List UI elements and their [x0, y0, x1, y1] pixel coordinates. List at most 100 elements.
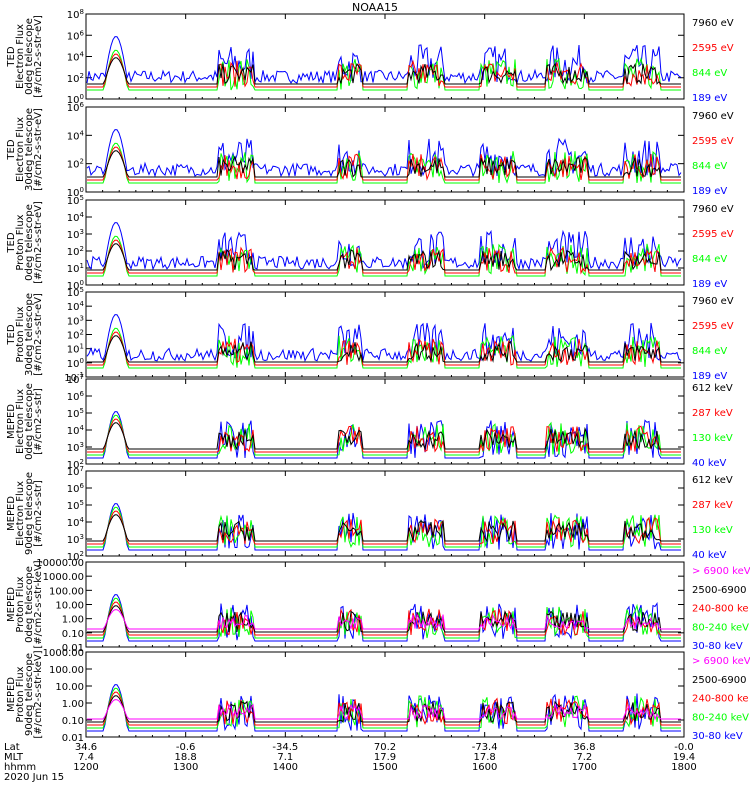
- legend-entry: 189 eV: [692, 93, 727, 104]
- legend-entry: 287 keV: [692, 500, 733, 511]
- y-tick-label: 10-1: [64, 371, 84, 384]
- panel-frame: [85, 470, 685, 557]
- legend-entry: > 6900 keV: [692, 566, 750, 577]
- legend-entry: 189 eV: [692, 279, 727, 290]
- legend-entry: 130 keV: [692, 525, 733, 536]
- legend-entry: 80-240 keV: [692, 622, 749, 633]
- y-tick-label: 102: [67, 550, 84, 563]
- x-tick-label: 1400: [273, 762, 298, 773]
- series-trace-blue: [87, 503, 681, 551]
- x-tick-label: -0.0: [674, 742, 694, 753]
- legend-entry: 40 keV: [692, 550, 726, 561]
- x-axis-row-label: Lat: [4, 742, 20, 753]
- series-trace-red: [87, 331, 681, 366]
- legend-entry: 7960 eV: [692, 296, 734, 307]
- legend-entry: 844 eV: [692, 161, 727, 172]
- y-tick-label: 1000.00: [43, 648, 84, 659]
- y-tick-label: 100: [67, 186, 84, 199]
- panel-frame: [85, 13, 685, 100]
- x-tick-label: 17.8: [474, 752, 496, 763]
- legend-entry: 80-240 keV: [692, 712, 749, 723]
- panel-frame: [85, 561, 685, 648]
- panel-frame: [85, 378, 685, 465]
- legend-entry: 7960 eV: [692, 18, 734, 29]
- x-tick-label: 1800: [671, 762, 696, 773]
- panel-frame: [85, 106, 685, 193]
- y-tick-label: 10.00: [55, 682, 84, 693]
- x-axis-row-label: MLT: [4, 752, 24, 763]
- x-tick-label: 1200: [73, 762, 98, 773]
- legend-entry: 612 keV: [692, 383, 733, 394]
- legend-entry: 189 eV: [692, 186, 727, 197]
- y-tick-label: 104: [67, 51, 85, 64]
- x-tick-label: 17.9: [374, 752, 396, 763]
- series-trace-green: [87, 687, 681, 729]
- series-trace-black: [87, 243, 681, 272]
- y-tick-label: 10.00: [55, 601, 84, 612]
- y-tick-label: 101: [67, 343, 84, 356]
- legend-entry: 287 keV: [692, 408, 733, 419]
- x-tick-label: 1600: [472, 762, 497, 773]
- y-axis-label: MEPEDElectron Flux0deg telescope[#/cm2-s…: [6, 383, 44, 460]
- y-tick-label: 10000.00: [36, 558, 84, 569]
- legend-entry: 30-80 keV: [692, 731, 743, 742]
- legend-entry: 240-800 ke: [692, 604, 749, 615]
- y-tick-label: 0.01: [62, 643, 84, 654]
- x-axis-row-label: hhmm: [4, 762, 36, 773]
- x-tick-label: 19.4: [673, 752, 695, 763]
- y-tick-label: 102: [67, 329, 84, 342]
- y-tick-label: 105: [67, 286, 84, 299]
- series-trace-green: [87, 327, 681, 369]
- series-trace-black: [87, 335, 681, 363]
- x-tick-label: -73.4: [472, 742, 498, 753]
- series-trace-red: [87, 601, 681, 637]
- legend-entry: 844 eV: [692, 346, 727, 357]
- series-trace-black: [87, 695, 681, 723]
- x-tick-label: 36.8: [573, 742, 595, 753]
- legend-entry: 2500-6900: [692, 675, 747, 686]
- series-trace-green: [87, 142, 681, 184]
- y-tick-label: 1.00: [62, 699, 84, 710]
- legend-entry: 40 keV: [692, 458, 726, 469]
- y-axis-label: TEDElectron Flux0deg telescope[#/cm2-s-s…: [6, 15, 44, 98]
- series-trace-black: [87, 150, 681, 178]
- series-trace-blue: [86, 222, 682, 271]
- y-tick-label: 105: [67, 407, 84, 420]
- panel-frame: [85, 291, 685, 378]
- series-trace-red: [87, 53, 681, 88]
- x-tick-label: 7.4: [78, 752, 94, 763]
- y-tick-label: 104: [67, 424, 85, 437]
- x-tick-label: 34.6: [75, 742, 97, 753]
- y-tick-label: 106: [67, 390, 85, 403]
- x-tick-label: -0.6: [176, 742, 196, 753]
- y-tick-label: 103: [67, 441, 84, 454]
- series-trace-black: [87, 514, 681, 543]
- x-tick-label: 7.1: [277, 752, 293, 763]
- legend-entry: 612 keV: [692, 475, 733, 486]
- y-tick-label: 0.01: [62, 733, 84, 744]
- legend-entry: 844 eV: [692, 254, 727, 265]
- legend-entry: 30-80 keV: [692, 641, 743, 652]
- series-trace-red: [87, 510, 681, 545]
- y-tick-label: 104: [67, 211, 85, 224]
- y-tick-label: 100: [67, 357, 84, 370]
- series-trace-red: [87, 146, 681, 181]
- y-axis-label: TEDElectron Flux30deg telescope[#/cm2-s-…: [6, 108, 44, 191]
- legend-entry: 240-800 ke: [692, 694, 749, 705]
- y-tick-label: 102: [67, 158, 84, 171]
- series-trace-green: [87, 597, 681, 639]
- x-tick-label: -34.5: [272, 742, 298, 753]
- legend-entry: 2595 eV: [692, 43, 734, 54]
- x-tick-label: 1500: [372, 762, 397, 773]
- y-axis-label: TEDProton Flux30deg telescope[#/cm2-s-st…: [6, 293, 44, 376]
- y-tick-label: 103: [67, 228, 84, 241]
- x-axis-row-label: 2020 Jun 15: [4, 772, 64, 783]
- series-trace-blue: [87, 684, 681, 732]
- y-tick-label: 102: [67, 458, 84, 471]
- series-trace-magenta: [87, 609, 681, 631]
- series-trace-red: [87, 691, 681, 726]
- y-tick-label: 1000.00: [43, 572, 84, 583]
- y-tick-label: 101: [67, 262, 84, 275]
- y-tick-label: 105: [67, 499, 84, 512]
